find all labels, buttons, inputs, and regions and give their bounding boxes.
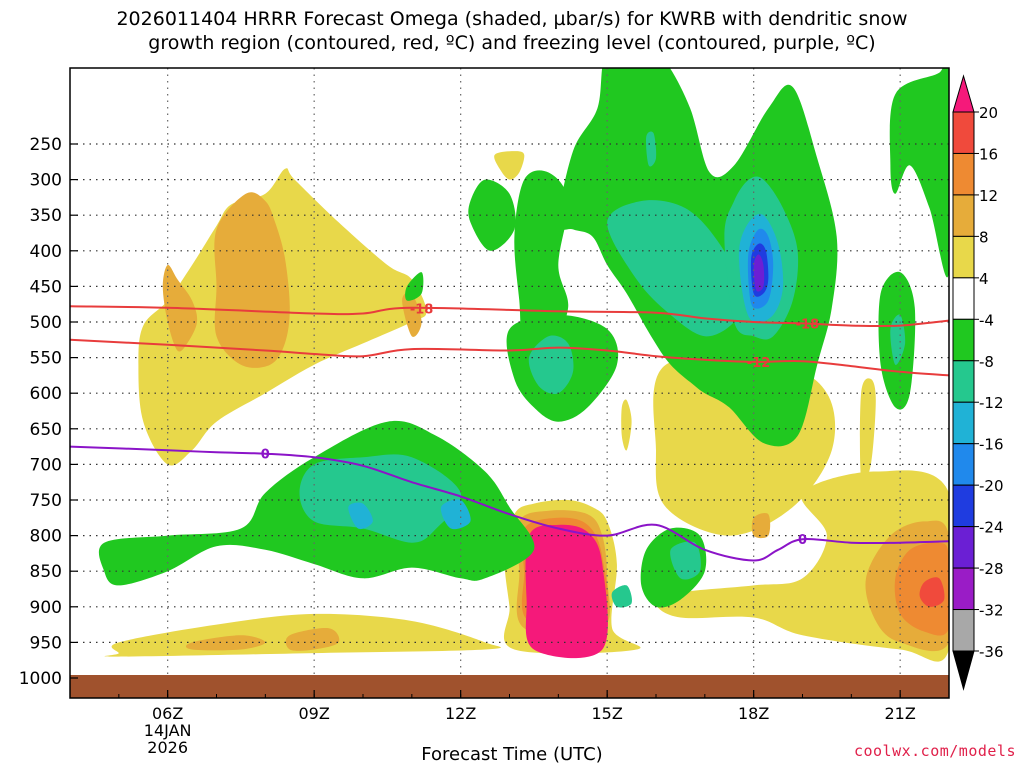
x-tick-09Z: 09Z (299, 704, 330, 723)
y-axis: 250 300 350 400 450 500 550 600 650 700 750 800 850 9… (19, 135, 78, 689)
omega-region-4 (494, 151, 525, 180)
omega-region-31 (670, 541, 701, 580)
colorbar-label--16: -16 (979, 436, 1004, 454)
x-axis-label: Forecast Time (UTC) (421, 744, 603, 765)
omega-region-28 (514, 170, 569, 354)
colorbar: 20 16 12 8 4 -4 -8 -12 -16 -20 -24 -28 -32 -36 (952, 74, 1004, 691)
contour-label--18-0: -18 (410, 302, 434, 317)
y-tick-800: 800 (30, 527, 62, 547)
colorbar-band-0 (952, 111, 975, 154)
colorbar-band-12 (952, 609, 975, 652)
x-tick-21Z: 21Z (885, 704, 916, 723)
omega-shading (98, 68, 949, 662)
temperature-contours: -18 -18 -12 0 0 (70, 302, 949, 562)
y-tick-850: 850 (30, 562, 62, 582)
omega-region-22 (299, 454, 462, 543)
x-tick-12Z: 12Z (445, 704, 476, 723)
y-tick-700: 700 (30, 455, 62, 475)
y-tick-450: 450 (30, 277, 62, 297)
omega-region-27 (468, 179, 516, 251)
colorbar-band-8 (952, 443, 975, 486)
omega-region-3 (402, 292, 422, 337)
colorbar-label--36: -36 (979, 643, 1004, 661)
colorbar-label-20: 20 (979, 104, 998, 122)
credit-text: coolwx.com/models (853, 742, 1016, 760)
colorbar-label-8: 8 (979, 228, 989, 246)
omega-region-33 (889, 68, 949, 278)
y-tick-300: 300 (30, 171, 62, 191)
y-tick-650: 650 (30, 420, 62, 440)
x-tick-sub-1: 2026 (147, 738, 188, 757)
ground-surface (70, 675, 949, 698)
y-tick-750: 750 (30, 491, 62, 511)
omega-region-10 (859, 378, 876, 484)
colorbar-band-9 (952, 484, 975, 528)
omega-region-35 (890, 314, 906, 365)
contour-line--18 (70, 305, 949, 328)
colorbar-band-5 (952, 318, 975, 362)
colorbar-label--28: -28 (979, 560, 1004, 578)
colorbar-label--20: -20 (979, 477, 1004, 495)
x-tick-15Z: 15Z (592, 704, 623, 723)
colorbar-band-3 (952, 235, 975, 279)
contour-label-0-1: 0 (798, 533, 807, 548)
omega-region-37 (645, 131, 657, 167)
colorbar-label--8: -8 (979, 353, 994, 371)
omega-region-23 (348, 502, 373, 530)
omega-region-43 (753, 254, 765, 292)
colorbar-label-16: 16 (979, 145, 998, 163)
chart-title-line-2: growth region (contoured, red, ºC) and f… (148, 32, 876, 54)
colorbar-label--32: -32 (979, 602, 1004, 620)
colorbar-band-2 (952, 194, 975, 237)
colorbar-label-12: 12 (979, 187, 998, 205)
colorbar-label-4: 4 (979, 270, 989, 288)
colorbar-top-arrow (952, 74, 975, 113)
omega-region-8 (751, 513, 771, 539)
x-tick-sub-0: 14JAN (144, 721, 192, 740)
omega-region-6 (621, 399, 632, 451)
omega-region-15 (185, 635, 266, 651)
omega-region-2 (214, 192, 290, 368)
omega-region-29 (405, 272, 424, 301)
colorbar-band-1 (952, 152, 975, 196)
contour-label--18-1: -18 (796, 317, 820, 332)
y-tick-500: 500 (30, 313, 62, 333)
colorbar-band-4 (952, 277, 975, 320)
y-tick-400: 400 (30, 242, 62, 262)
omega-region-13 (919, 577, 945, 607)
x-tick-06Z: 06Z (152, 704, 183, 723)
y-tick-950: 950 (30, 633, 62, 653)
colorbar-band-11 (952, 567, 975, 611)
colorbar-bottom-arrow (952, 650, 975, 691)
colorbar-label--24: -24 (979, 519, 1004, 537)
x-tick-18Z: 18Z (738, 704, 769, 723)
y-tick-600: 600 (30, 384, 62, 404)
contour-label-0-0: 0 (261, 448, 270, 463)
y-tick-250: 250 (30, 135, 62, 155)
chart-title-line-1: 2026011404 HRRR Forecast Omega (shaded, … (116, 8, 908, 30)
colorbar-band-7 (952, 401, 975, 445)
colorbar-band-10 (952, 526, 975, 569)
colorbar-label--4: -4 (979, 311, 994, 329)
omega-region-32 (611, 585, 633, 608)
omega-region-36 (607, 200, 745, 337)
contour-line--12 (70, 338, 949, 377)
contour-line-0 (70, 445, 949, 562)
colorbar-band-6 (952, 360, 975, 403)
omega-region-24 (440, 499, 471, 530)
y-tick-550: 550 (30, 349, 62, 369)
colorbar-label--12: -12 (979, 394, 1004, 412)
y-tick-1000: 1000 (19, 669, 62, 689)
y-tick-900: 900 (30, 598, 62, 618)
y-tick-350: 350 (30, 206, 62, 226)
omega-region-39 (528, 335, 574, 394)
contour-label--12-0: -12 (747, 356, 771, 371)
omega-region-20 (525, 524, 608, 659)
omega-region-16 (285, 628, 340, 651)
